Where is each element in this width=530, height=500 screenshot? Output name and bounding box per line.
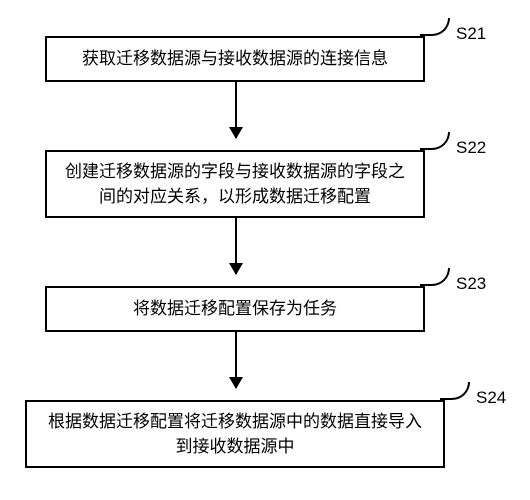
- node-box-s21: 获取迁移数据源与接收数据源的连接信息: [45, 36, 425, 82]
- node-s24: 根据数据迁移配置将迁移数据源中的数据直接导入到接收数据源中: [25, 400, 445, 468]
- node-box-s24: 根据数据迁移配置将迁移数据源中的数据直接导入到接收数据源中: [25, 400, 445, 468]
- step-label-s23: S23: [420, 266, 486, 286]
- label-text-s23: S23: [456, 274, 486, 294]
- label-curve-icon: [420, 132, 450, 150]
- node-text-s23: 将数据迁移配置保存为任务: [133, 296, 337, 322]
- node-box-s23: 将数据迁移配置保存为任务: [45, 286, 425, 332]
- label-text-s24: S24: [476, 388, 506, 408]
- node-text-s21: 获取迁移数据源与接收数据源的连接信息: [82, 46, 388, 72]
- node-text-s22: 创建迁移数据源的字段与接收数据源的字段之间的对应关系，以形成数据迁移配置: [61, 159, 409, 210]
- node-text-s24: 根据数据迁移配置将迁移数据源中的数据直接导入到接收数据源中: [41, 409, 429, 460]
- arrow-s21-s22: [235, 82, 237, 138]
- step-label-s24: S24: [440, 380, 506, 400]
- node-s23: 将数据迁移配置保存为任务: [45, 286, 425, 332]
- flowchart-container: S21 获取迁移数据源与接收数据源的连接信息 S22 创建迁移数据源的字段与接收…: [0, 0, 530, 500]
- arrow-s22-s23: [235, 218, 237, 274]
- label-text-s21: S21: [456, 24, 486, 44]
- arrow-s23-s24: [235, 332, 237, 388]
- node-box-s22: 创建迁移数据源的字段与接收数据源的字段之间的对应关系，以形成数据迁移配置: [45, 150, 425, 218]
- label-curve-icon: [420, 268, 450, 286]
- step-label-s21: S21: [420, 16, 486, 36]
- node-s21: 获取迁移数据源与接收数据源的连接信息: [45, 36, 425, 82]
- label-curve-icon: [440, 382, 470, 400]
- node-s22: 创建迁移数据源的字段与接收数据源的字段之间的对应关系，以形成数据迁移配置: [45, 150, 425, 218]
- step-label-s22: S22: [420, 130, 486, 150]
- label-curve-icon: [420, 18, 450, 36]
- label-text-s22: S22: [456, 138, 486, 158]
